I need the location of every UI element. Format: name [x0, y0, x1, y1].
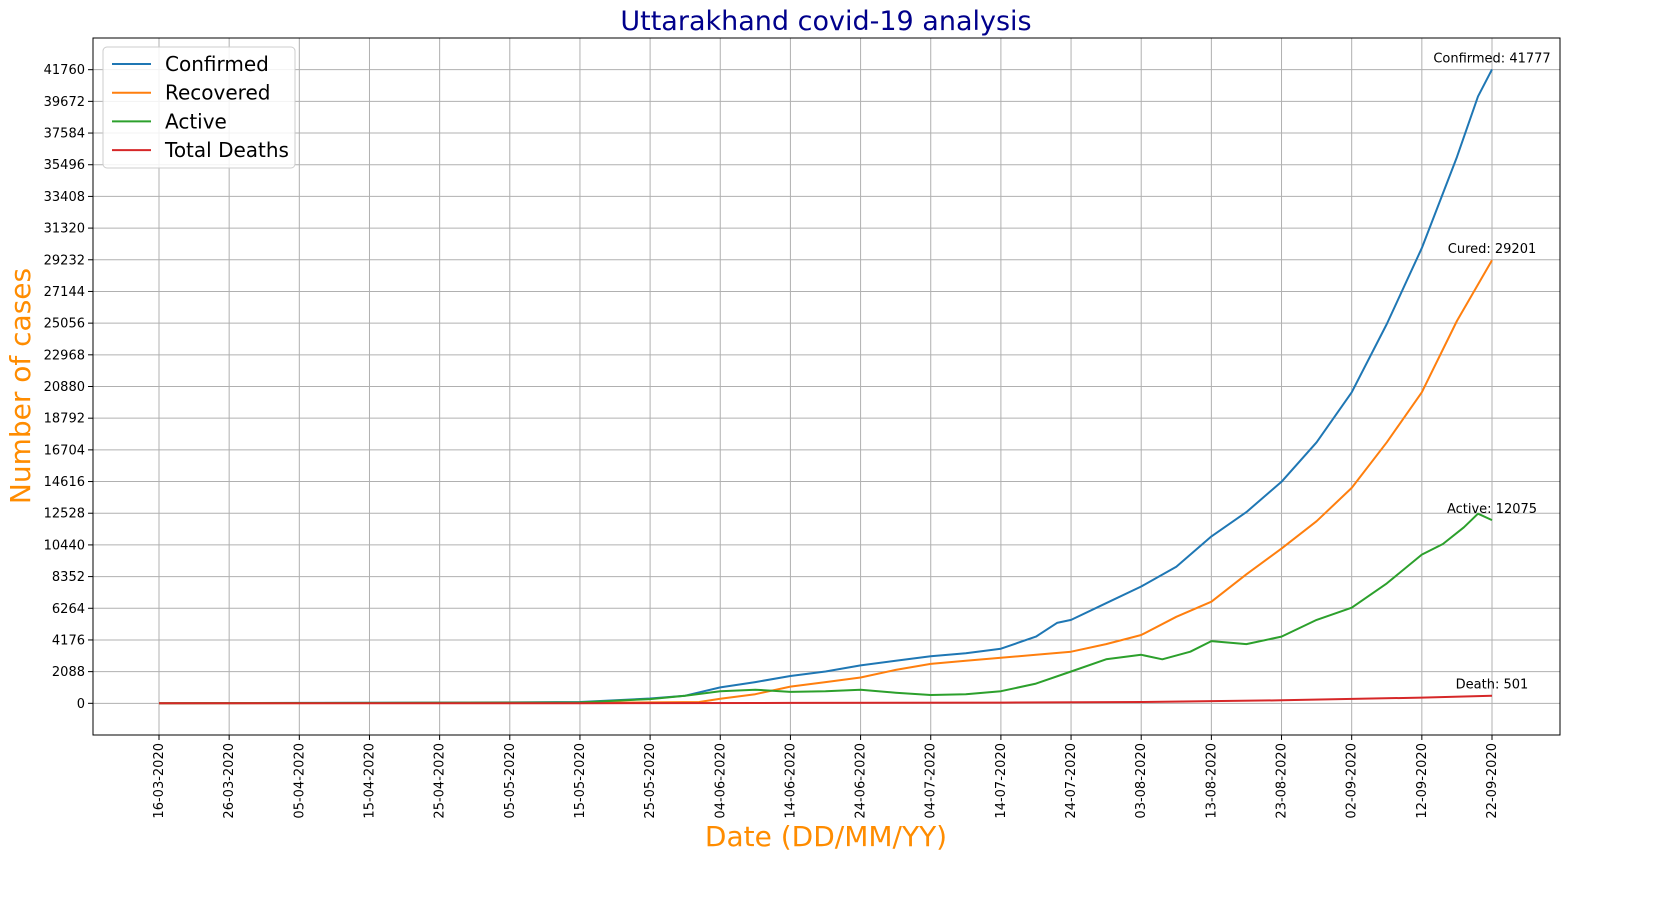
y-tick-label: 39672: [44, 95, 85, 110]
y-tick-label: 27144: [44, 285, 85, 300]
x-tick-label: 04-07-2020: [924, 743, 939, 819]
series-lines: [158, 68, 1493, 705]
x-tick-label: 14-06-2020: [783, 743, 798, 819]
annotation-label: Cured: 29201: [1448, 242, 1537, 257]
y-tick-label: 25056: [44, 317, 85, 332]
annotation-label: Death: 501: [1456, 678, 1529, 693]
y-tick-label: 4176: [52, 633, 85, 648]
y-tick-label: 6264: [52, 602, 85, 617]
y-tick-label: 14616: [44, 475, 85, 490]
y-axis-label: Number of cases: [4, 268, 37, 504]
x-tick-label: 04-06-2020: [713, 743, 728, 819]
y-tick-label: 31320: [44, 222, 85, 237]
x-tick-label: 24-06-2020: [854, 743, 869, 819]
x-tick-label: 02-09-2020: [1345, 743, 1360, 819]
legend-entry-label: Confirmed: [165, 52, 269, 76]
x-tick-label: 15-04-2020: [362, 743, 377, 819]
series-line-total-deaths: [158, 694, 1493, 705]
annotation-label: Confirmed: 41777: [1433, 51, 1550, 66]
y-tick-label: 20880: [44, 380, 85, 395]
x-tick-label: 25-05-2020: [643, 743, 658, 819]
x-tick-label: 24-07-2020: [1064, 743, 1079, 819]
x-tick-label: 22-09-2020: [1485, 743, 1500, 819]
y-tick-label: 37584: [44, 127, 85, 142]
legend: Confirmed Recovered Active Total Deaths: [102, 46, 296, 169]
end-annotations: Confirmed: 41777 Cured: 29201 Active: 1207…: [1433, 51, 1550, 692]
y-axis-ticks: 0 2088 4176 6264 8352 10440 12528 14616 16704 187…: [44, 63, 93, 712]
x-axis-label: Date (DD/MM/YY): [705, 820, 947, 853]
series-line-active: [158, 512, 1493, 705]
y-tick-label: 16704: [44, 443, 85, 458]
x-tick-label: 25-04-2020: [433, 743, 448, 819]
y-tick-label: 41760: [44, 63, 85, 78]
x-tick-label: 14-07-2020: [994, 743, 1009, 819]
y-tick-label: 35496: [44, 158, 85, 173]
y-tick-label: 29232: [44, 253, 85, 268]
x-tick-label: 15-05-2020: [573, 743, 588, 819]
x-tick-label: 26-03-2020: [222, 743, 237, 819]
x-tick-label: 16-03-2020: [152, 743, 167, 819]
y-tick-label: 33408: [44, 190, 85, 205]
annotation-label: Active: 12075: [1447, 502, 1537, 517]
x-axis-ticks: 16-03-2020 26-03-2020 05-04-2020 15-04-2020…: [152, 735, 1500, 819]
y-tick-label: 2088: [52, 665, 85, 680]
y-tick-label: 22968: [44, 348, 85, 363]
legend-entry-label: Recovered: [165, 81, 270, 105]
y-tick-label: 0: [77, 697, 85, 712]
y-tick-label: 10440: [44, 538, 85, 553]
x-tick-label: 13-08-2020: [1204, 743, 1219, 819]
legend-entry-label: Total Deaths: [164, 138, 289, 162]
legend-entry-label: Active: [165, 109, 227, 133]
chart-title: Uttarakhand covid-19 analysis: [620, 6, 1031, 37]
legend-box: [102, 46, 296, 169]
y-tick-label: 12528: [44, 507, 85, 522]
y-tick-label: 8352: [52, 570, 85, 585]
x-tick-label: 05-05-2020: [503, 743, 518, 819]
x-tick-label: 12-09-2020: [1415, 743, 1430, 819]
x-tick-label: 03-08-2020: [1134, 743, 1149, 819]
x-tick-label: 05-04-2020: [292, 743, 307, 819]
series-line-recovered: [158, 259, 1493, 705]
x-tick-label: 23-08-2020: [1275, 743, 1290, 819]
y-tick-label: 18792: [44, 412, 85, 427]
